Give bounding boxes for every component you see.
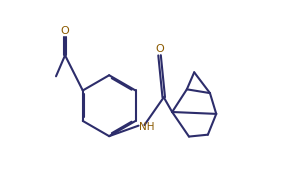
Text: O: O bbox=[155, 44, 164, 54]
Text: NH: NH bbox=[139, 122, 155, 132]
Text: O: O bbox=[61, 26, 70, 36]
